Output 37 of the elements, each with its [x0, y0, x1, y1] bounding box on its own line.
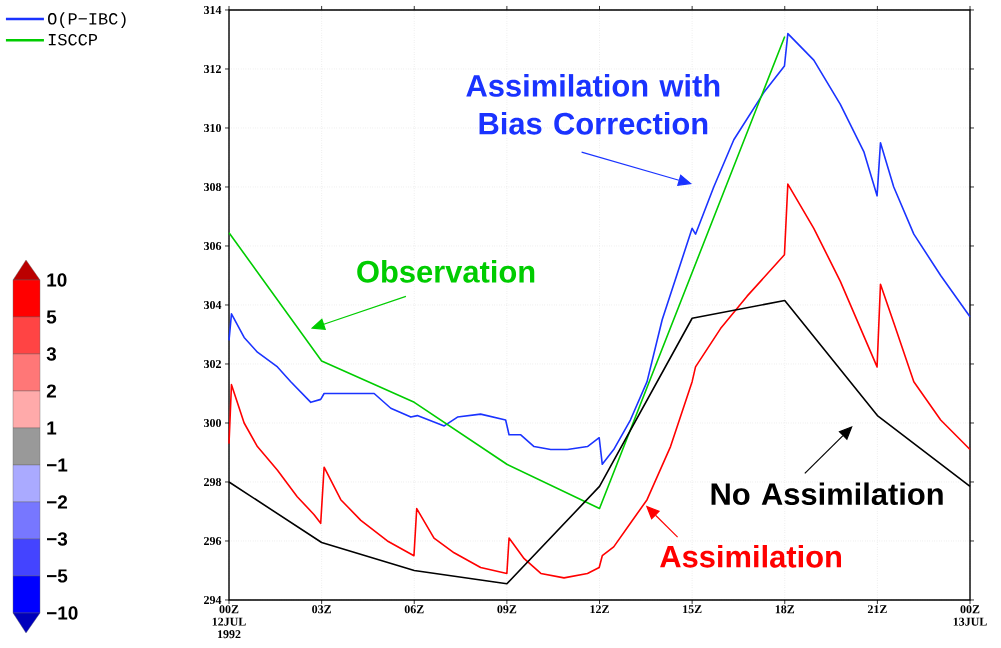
x-tick-label: 00Z 13JUL	[953, 605, 987, 626]
x-tick-label: 18Z	[775, 605, 795, 614]
x-tick-label: 06Z	[404, 605, 424, 614]
y-tick-label: 296	[204, 536, 222, 545]
x-tick-label: 00Z 12JUL 1992	[212, 605, 246, 639]
x-tick-label: 03Z	[312, 605, 331, 614]
annotation: No Assimilation	[711, 482, 943, 506]
y-tick-label: 304	[204, 300, 222, 310]
y-tick-label: 300	[204, 418, 222, 428]
text: 5	[46, 310, 57, 324]
text: −5	[46, 569, 68, 583]
x-tick-label: 21Z	[867, 605, 887, 614]
y-tick-label: 312	[204, 64, 221, 73]
y-tick-label: 308	[204, 182, 222, 192]
text: −3	[46, 532, 68, 546]
y-tick-label: 314	[204, 5, 222, 14]
text: −1	[46, 458, 68, 472]
legend-label: O(P−IBC)	[48, 12, 126, 28]
y-tick-label: 302	[204, 359, 221, 369]
text: 1	[47, 421, 57, 435]
annotation: Observation	[357, 260, 535, 283]
x-tick-label: 15Z	[683, 605, 702, 614]
annotation: Assimilation	[660, 544, 842, 568]
annotation: Assimilation with Bias Correction	[466, 74, 720, 135]
line-series	[228, 183, 971, 579]
y-tick-label: 310	[204, 123, 222, 133]
text: −10	[46, 606, 78, 620]
text: −2	[46, 495, 68, 509]
x-tick-label: 12Z	[590, 605, 609, 614]
legend-label: ISCCP	[48, 33, 98, 46]
y-tick-label: 298	[204, 477, 222, 487]
y-tick-label: 306	[204, 241, 222, 251]
x-tick-label: 09Z	[497, 605, 517, 614]
text: 3	[46, 347, 57, 361]
text: 2	[46, 384, 56, 398]
y-tick-label: 294	[204, 595, 222, 604]
text: 10	[47, 273, 67, 287]
